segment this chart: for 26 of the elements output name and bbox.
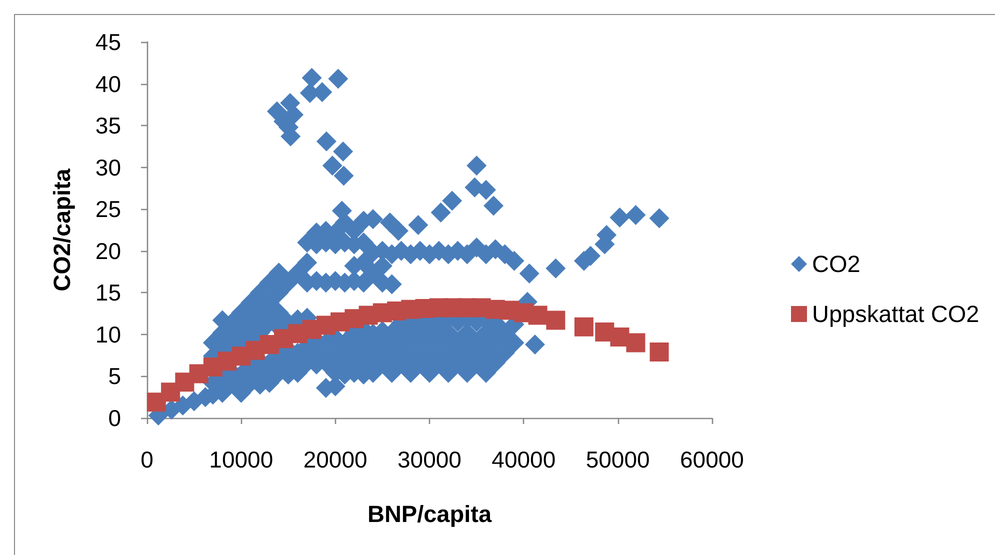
x-axis-title: BNP/capita: [367, 501, 492, 527]
y-tick-label: 20: [95, 238, 121, 264]
legend-label: CO2: [812, 251, 860, 277]
y-tick-label: 25: [95, 196, 121, 222]
point: [574, 317, 594, 336]
y-tick-label: 30: [95, 154, 121, 180]
point: [528, 306, 548, 325]
y-tick-label: 45: [95, 29, 121, 55]
y-tick-label: 35: [95, 112, 121, 139]
x-tick-label: 20000: [303, 446, 368, 472]
y-tick-label: 0: [108, 405, 121, 431]
y-tick-label: 40: [95, 70, 121, 97]
x-tick-label: 10000: [209, 446, 274, 472]
x-tick-label: 60000: [680, 446, 744, 472]
x-tick-label: 30000: [398, 446, 462, 472]
y-tick-label: 10: [95, 321, 121, 348]
x-tick-label: 40000: [492, 446, 556, 472]
x-tick-label: 0: [140, 446, 154, 472]
point: [650, 342, 669, 362]
y-tick-label: 5: [108, 363, 121, 390]
point: [546, 310, 566, 330]
point: [626, 333, 646, 352]
legend-label: Uppskattat CO2: [812, 301, 980, 327]
x-tick-label: 50000: [586, 446, 650, 472]
y-tick-label: 15: [95, 280, 121, 306]
y-axis-title: CO2/capita: [49, 168, 75, 292]
